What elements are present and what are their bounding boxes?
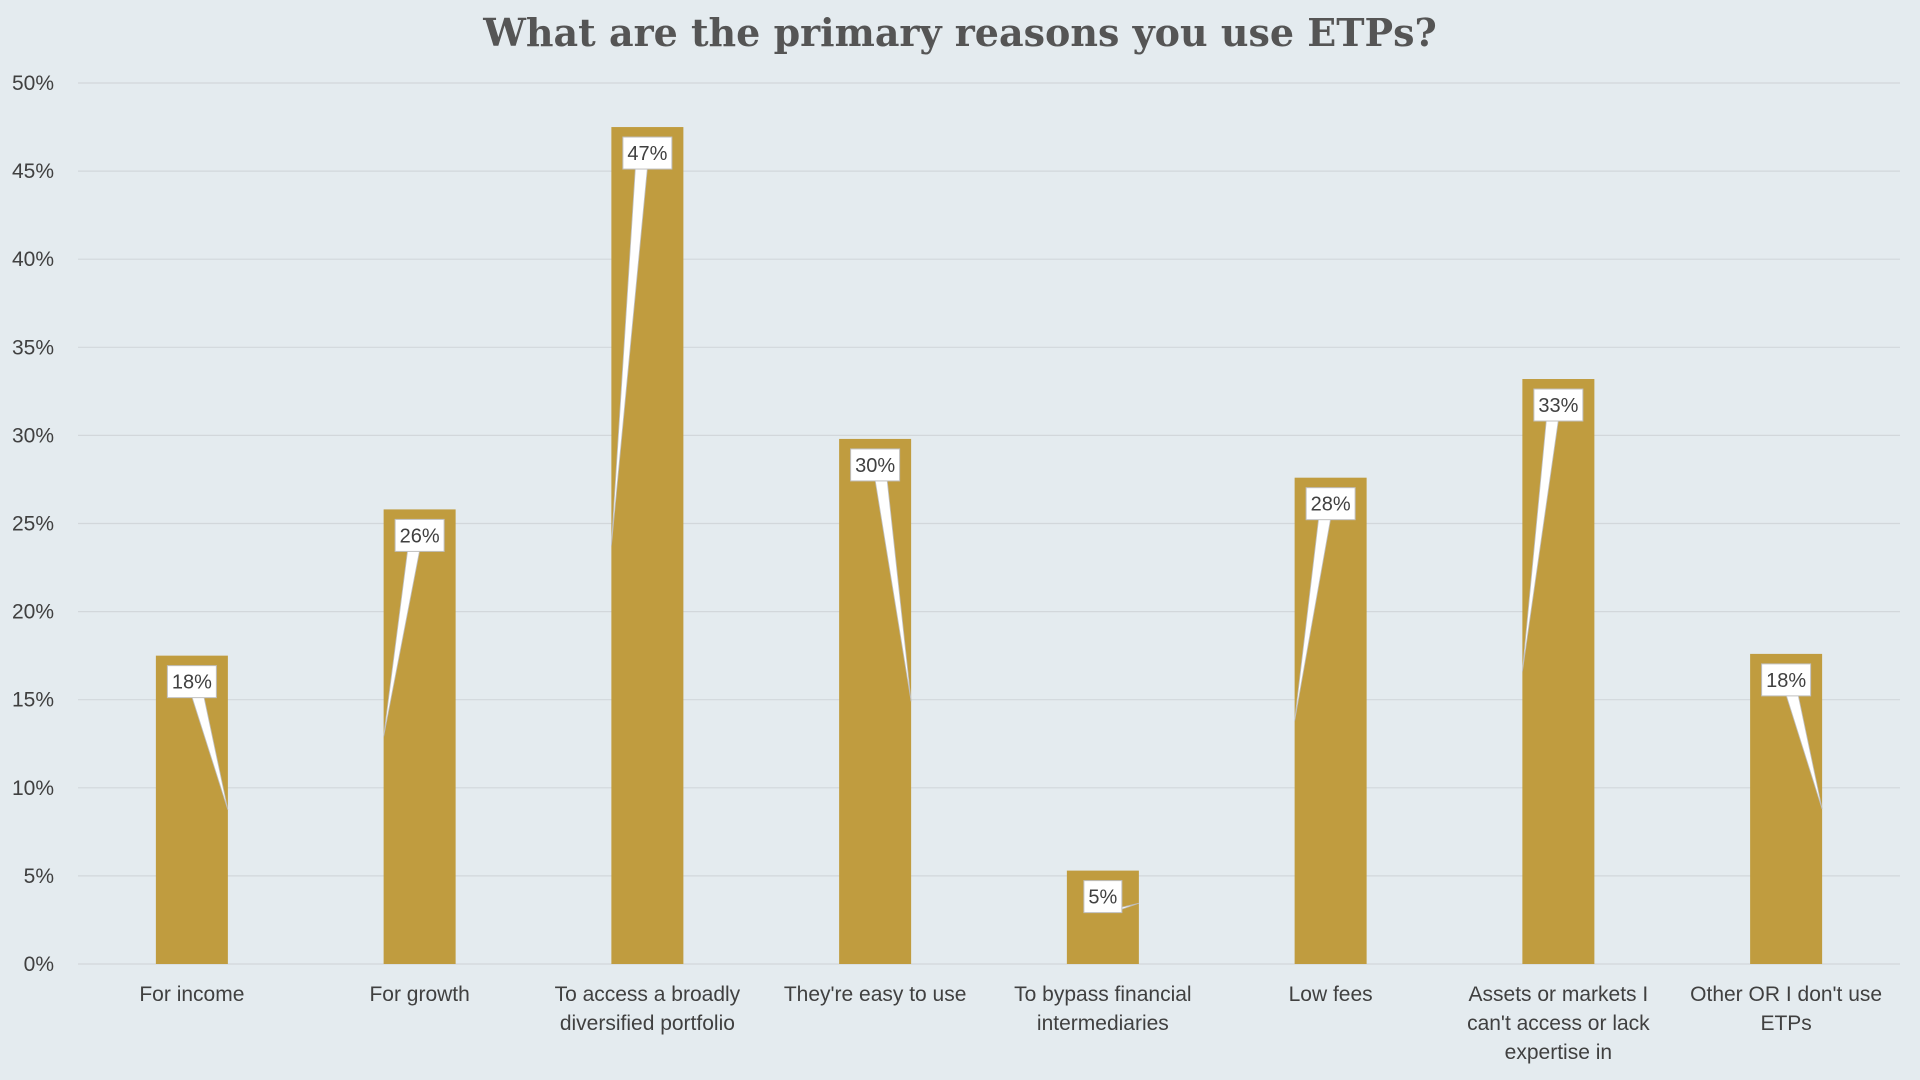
y-tick-label: 10% [12,777,54,800]
x-tick-label: Low fees [1289,983,1373,1006]
y-tick-label: 40% [12,248,54,271]
bar [1750,653,1823,964]
data-label-box [1761,663,1812,697]
data-label: 30% [855,455,895,477]
data-label-box [166,665,217,699]
x-tick-label: For growth [369,983,469,1006]
chart-title: What are the primary reasons you use ETP… [483,10,1437,55]
bar [839,438,912,964]
y-tick-label: 35% [12,336,54,359]
data-label: 28% [1311,494,1351,516]
y-tick-label: 0% [24,953,54,976]
data-label: 26% [400,525,440,547]
data-label: 33% [1538,395,1578,417]
data-label-box [1533,388,1584,422]
bar [1522,379,1595,964]
bar [155,655,228,964]
bar [383,509,456,964]
x-tick-label: To access a broadly diversified portfolio [555,983,741,1035]
data-label: 18% [172,672,212,694]
y-tick-label: 30% [12,424,54,447]
x-tick-label: For income [139,983,244,1006]
x-tick-label: They're easy to use [784,983,967,1006]
data-label-box [1305,487,1356,521]
data-label-box [622,136,673,170]
y-tick-label: 15% [12,689,54,712]
y-tick-label: 50% [12,72,54,95]
y-tick-label: 20% [12,601,54,624]
data-label: 47% [627,143,667,165]
x-tick-label: To bypass financial intermediaries [1014,983,1191,1035]
y-tick-label: 25% [12,513,54,536]
data-label-box [850,448,901,482]
y-tick-label: 5% [24,865,54,888]
y-tick-label: 45% [12,160,54,183]
bar [1294,477,1367,964]
data-label-box [1083,880,1123,914]
data-label: 18% [1766,670,1806,692]
bar [611,127,684,965]
x-tick-label: Other OR I don't use ETPs [1690,983,1882,1035]
data-label: 5% [1088,887,1117,909]
data-label-box [394,518,445,552]
